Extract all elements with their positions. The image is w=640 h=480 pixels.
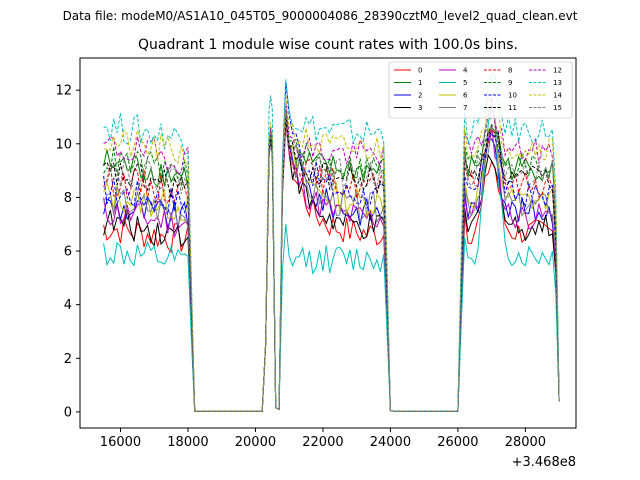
x-tick-label: 20000 (235, 435, 276, 450)
plot-area (80, 58, 576, 428)
series-layer (103, 73, 560, 412)
y-tick-label: 10 (55, 137, 72, 152)
axes-frame (79, 57, 577, 429)
legend-label-5: 5 (463, 79, 467, 87)
series-line-10 (103, 82, 560, 412)
x-tick-label: 28000 (505, 435, 546, 450)
series-line-11 (103, 116, 560, 412)
legend-box (388, 61, 573, 119)
y-tick-label: 2 (64, 352, 72, 367)
chart-title: Quadrant 1 module wise count rates with … (138, 37, 518, 53)
x-tick-label: 16000 (100, 435, 141, 450)
series-line-7 (103, 119, 560, 412)
legend-label-11: 11 (508, 104, 517, 112)
legend-label-7: 7 (463, 104, 467, 112)
legend-label-15: 15 (553, 104, 562, 112)
series-line-12 (103, 97, 560, 412)
y-tick-label: 4 (64, 298, 72, 313)
legend-label-4: 4 (463, 67, 468, 75)
series-line-5 (103, 106, 560, 412)
legend-label-1: 1 (418, 79, 422, 87)
legend-label-10: 10 (508, 92, 517, 100)
x-tick-label: 18000 (167, 435, 208, 450)
y-tick-label: 8 (64, 191, 72, 206)
legend-label-3: 3 (418, 104, 422, 112)
x-axis: 16000 18000 20000 22000 24000 26000 28000 (100, 428, 546, 450)
y-tick-label: 6 (64, 245, 72, 260)
y-tick-label: 0 (64, 405, 72, 420)
legend-label-9: 9 (508, 79, 512, 87)
series-line-14 (103, 93, 560, 412)
x-tick-label: 24000 (370, 435, 411, 450)
legend-label-14: 14 (553, 92, 562, 100)
legend-label-13: 13 (553, 79, 562, 87)
y-axis: 0 2 4 6 8 10 12 (55, 84, 80, 420)
legend-label-2: 2 (418, 92, 422, 100)
series-line-15 (103, 111, 560, 412)
legend-label-8: 8 (508, 67, 512, 75)
y-tick-label: 12 (55, 84, 72, 99)
x-offset-label: +3.468e8 (512, 455, 576, 470)
x-tick-label: 26000 (437, 435, 478, 450)
chart-suptitle: Data file: modeM0/AS1A10_045T05_90000040… (63, 9, 578, 23)
legend-label-6: 6 (463, 92, 468, 100)
legend-label-0: 0 (418, 67, 422, 75)
x-tick-label: 22000 (302, 435, 343, 450)
legend-label-12: 12 (553, 67, 562, 75)
